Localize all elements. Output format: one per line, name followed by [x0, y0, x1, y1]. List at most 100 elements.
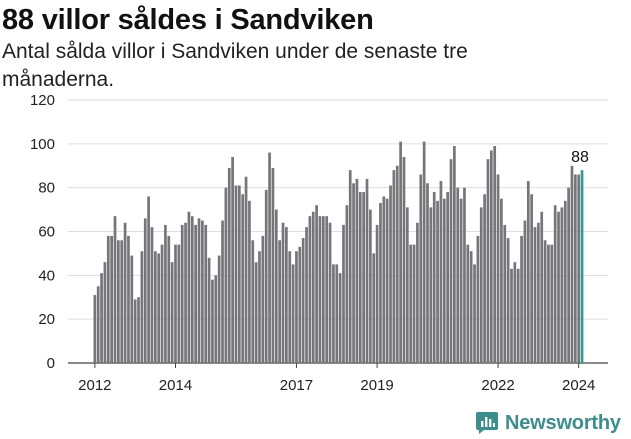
- bar: [432, 192, 436, 363]
- bar: [295, 251, 298, 363]
- bar: [537, 222, 540, 363]
- bar: [328, 222, 332, 363]
- bar: [463, 187, 466, 363]
- bar: [214, 275, 218, 363]
- bar: [560, 207, 564, 363]
- bar: [264, 189, 268, 363]
- y-tick-label: 60: [38, 224, 55, 241]
- y-tick-label: 0: [47, 355, 55, 372]
- bar: [530, 194, 533, 363]
- bar: [332, 264, 335, 364]
- bar: [352, 183, 355, 363]
- y-tick-label: 120: [30, 92, 55, 109]
- bar: [446, 192, 449, 363]
- bar: [234, 185, 238, 363]
- bar: [271, 167, 275, 363]
- bar: [573, 174, 577, 363]
- bar: [439, 181, 443, 363]
- bar: [402, 156, 406, 363]
- bar: [358, 192, 362, 363]
- bar: [409, 244, 413, 363]
- bar: [405, 207, 409, 363]
- bar: [187, 211, 191, 363]
- bar: [486, 159, 490, 363]
- bar: [483, 194, 486, 363]
- newsworthy-icon: [476, 412, 498, 434]
- bar-highlighted: [580, 170, 584, 363]
- bar: [106, 235, 110, 363]
- bar: [221, 220, 224, 363]
- bar: [224, 187, 228, 363]
- bar: [143, 218, 147, 363]
- bar: [577, 174, 581, 363]
- last-value-annotation: 88: [571, 149, 589, 166]
- bar: [355, 178, 359, 363]
- bar: [500, 198, 503, 364]
- bar: [110, 235, 113, 363]
- bar: [570, 165, 574, 363]
- newsworthy-logo: Newsworthy: [475, 408, 621, 438]
- bar: [342, 224, 345, 363]
- bar: [557, 211, 560, 363]
- bar: [274, 209, 278, 363]
- bar: [510, 268, 513, 363]
- bar: [543, 240, 547, 363]
- bar: [399, 141, 402, 363]
- bar: [345, 205, 349, 363]
- bar: [533, 227, 537, 363]
- bar: [426, 183, 429, 363]
- bar: [217, 255, 221, 363]
- bar: [140, 251, 144, 363]
- bar: [308, 216, 312, 363]
- bar: [395, 165, 399, 363]
- bar: [197, 218, 201, 363]
- bar: [412, 244, 416, 363]
- bar: [180, 224, 184, 363]
- bar: [211, 279, 214, 363]
- bar: [456, 187, 460, 363]
- bar: [157, 253, 161, 363]
- bar: [476, 235, 480, 363]
- bar: [201, 220, 204, 363]
- bar: [244, 176, 248, 363]
- bar: [385, 198, 389, 364]
- bar: [281, 222, 285, 363]
- bar: [204, 224, 208, 363]
- bar: [251, 240, 255, 363]
- bar: [278, 240, 281, 363]
- bar: [130, 255, 134, 363]
- bar: [305, 227, 308, 363]
- bar: [489, 150, 493, 363]
- bar: [459, 198, 463, 364]
- bar: [184, 222, 187, 363]
- bar: [466, 244, 470, 363]
- bar: [473, 264, 476, 364]
- bar: [258, 251, 261, 363]
- bar: [227, 167, 231, 363]
- bar: [96, 286, 100, 363]
- bar: [479, 207, 483, 363]
- y-axis-labels: 0 20 40 60 80 100 120: [30, 92, 55, 372]
- bar: [416, 222, 419, 363]
- bar: [506, 238, 510, 363]
- bar: [254, 262, 258, 363]
- bar: [567, 187, 570, 363]
- bar: [382, 196, 386, 363]
- bar: [372, 253, 376, 363]
- bar: [291, 264, 295, 364]
- bar: [167, 235, 171, 363]
- bar: [540, 211, 544, 363]
- bar: [288, 251, 292, 363]
- bar: [103, 262, 107, 363]
- bar: [422, 141, 426, 363]
- bar: [298, 246, 302, 363]
- bar: [147, 196, 150, 363]
- x-tick-label: 2022: [481, 377, 514, 394]
- x-tick-label: 2024: [562, 377, 595, 394]
- bar: [127, 235, 130, 363]
- bar: [553, 205, 557, 363]
- bar: [389, 185, 392, 363]
- x-axis: 2012 2014 2017 2019 2022 2024: [78, 363, 595, 394]
- bar: [311, 211, 315, 363]
- bar: [117, 240, 120, 363]
